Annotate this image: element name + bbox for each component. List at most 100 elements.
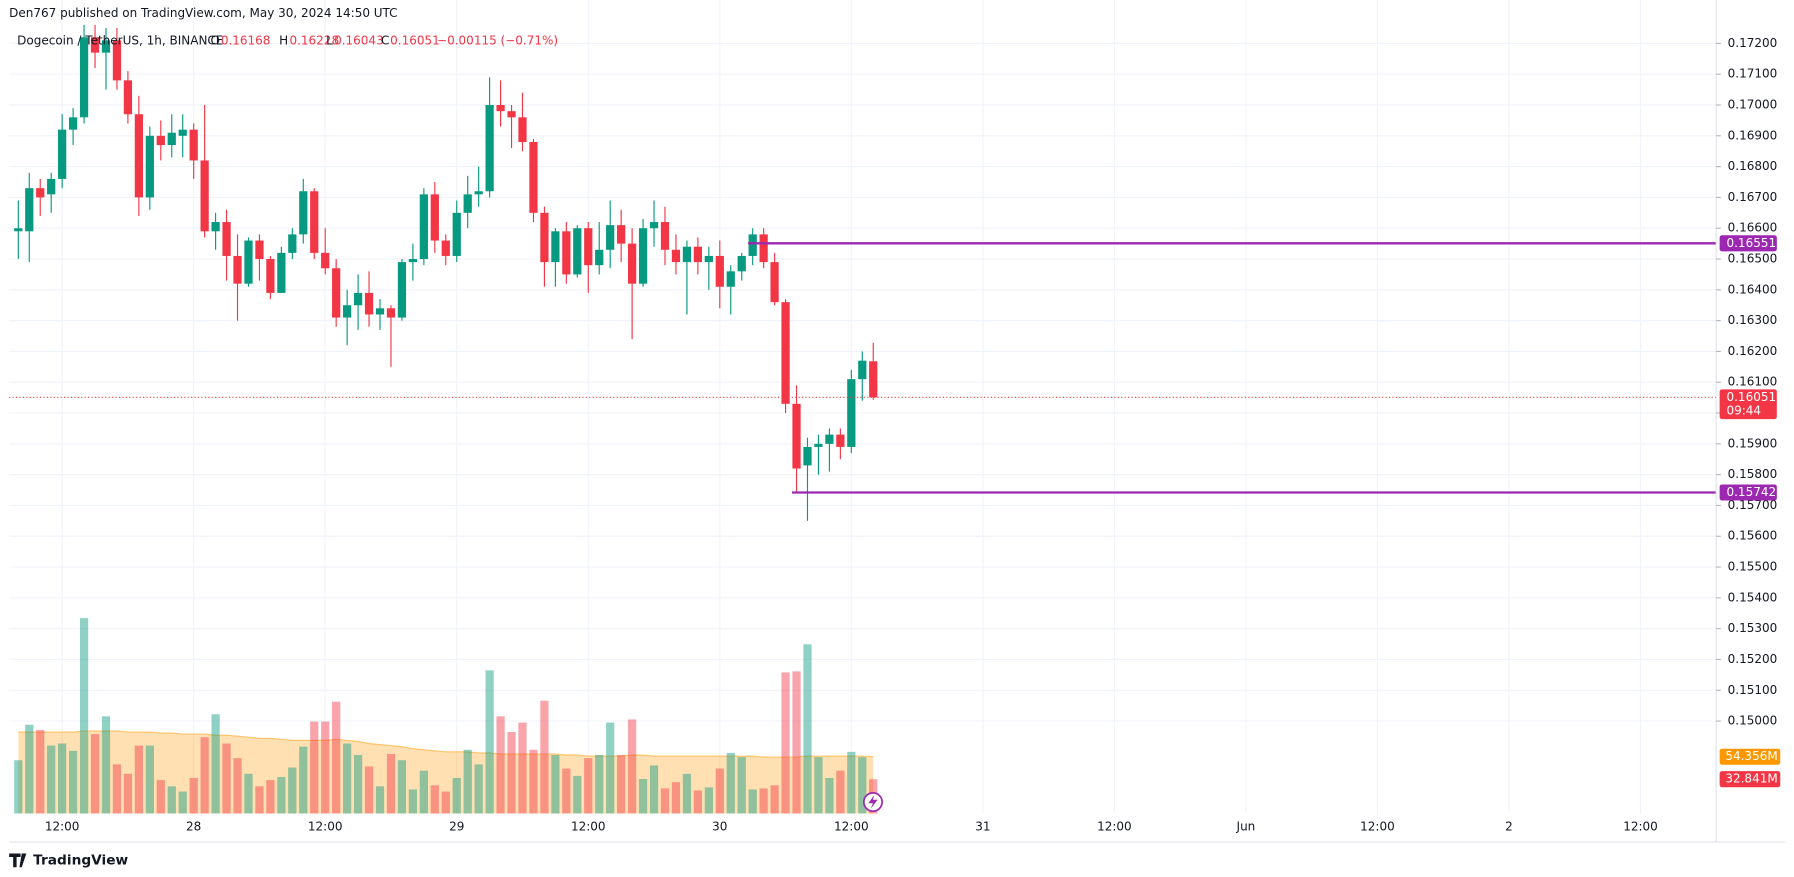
volume-bar	[606, 722, 615, 814]
logo-mark	[9, 853, 27, 868]
candle-body	[47, 178, 56, 195]
candle-body	[540, 212, 549, 263]
candle-body	[79, 37, 89, 118]
volume-tag	[1719, 771, 1781, 788]
volume-bar	[781, 672, 790, 814]
candle-body	[704, 255, 713, 263]
volume-bar	[211, 714, 220, 814]
legend-open: 0.16168	[221, 34, 271, 48]
legend-l: L	[326, 34, 333, 48]
volume-bar	[693, 790, 702, 814]
volume-bar	[430, 785, 439, 814]
candle-body	[858, 360, 867, 380]
candle-body	[299, 191, 308, 235]
candle-body	[770, 262, 779, 303]
y-tick-label: 0.16300	[1728, 313, 1778, 327]
volume-bar	[792, 671, 801, 814]
candle-body	[649, 222, 659, 229]
current-price-tag	[1719, 389, 1777, 420]
y-tick-label: 0.16500	[1728, 252, 1778, 266]
legend-high: 0.16228	[289, 34, 339, 48]
candle-body	[671, 249, 681, 263]
volume-bar	[529, 749, 538, 814]
lightning-glyph	[868, 795, 878, 809]
legend-close: 0.16051	[390, 34, 440, 48]
y-tick-label: 0.15800	[1728, 467, 1778, 481]
candle-body	[474, 191, 483, 195]
candle-body	[134, 114, 143, 198]
volume-bar	[836, 770, 845, 814]
candle-body	[408, 259, 418, 263]
volume-bar	[123, 773, 133, 814]
volume-bar	[595, 754, 604, 814]
y-tick-label: 0.15600	[1728, 529, 1778, 543]
volume-bar	[584, 758, 593, 814]
volume-bar	[726, 752, 735, 814]
y-tick-label: 0.16600	[1728, 221, 1778, 235]
candle-body	[748, 234, 757, 256]
candle-body	[266, 259, 275, 293]
y-tick-label: 0.15200	[1728, 652, 1778, 666]
candle-body	[792, 403, 801, 469]
candle-body	[562, 231, 571, 275]
x-tick-label: 12:00	[308, 820, 343, 834]
y-tick-label: 0.17200	[1728, 36, 1778, 50]
volume-bar	[540, 700, 549, 814]
volume-bar	[704, 787, 713, 814]
volume-bar	[364, 766, 374, 814]
volume-bar	[715, 768, 724, 814]
volume-bar	[36, 729, 45, 814]
y-tick-label: 0.15300	[1728, 621, 1778, 635]
volume-bar	[299, 746, 308, 814]
candle-body	[58, 129, 67, 179]
candle-body	[419, 194, 428, 260]
y-tick-label: 0.15900	[1728, 436, 1778, 450]
candle-body	[277, 252, 286, 293]
volume-bar	[332, 701, 341, 814]
level-label: 0.16551	[1726, 236, 1776, 250]
candle-body	[573, 228, 582, 275]
volume-bar	[562, 768, 571, 814]
volume-bar	[441, 791, 450, 814]
candle-body	[178, 129, 187, 136]
volume-bar	[737, 757, 746, 814]
volume-bar	[660, 788, 670, 814]
candle-body	[255, 240, 264, 260]
candle-body	[36, 188, 45, 198]
volume-bar	[814, 757, 823, 814]
legend-title: Dogecoin / TetherUS, 1h, BINANCE	[17, 34, 223, 48]
candle-body	[485, 105, 494, 192]
volume-bar	[310, 721, 319, 814]
candle-body	[167, 132, 176, 146]
x-tick-label: 12:00	[571, 820, 606, 834]
footer-logo: TradingView	[33, 852, 128, 868]
volume-bar	[343, 743, 352, 814]
volume-bar	[397, 760, 407, 814]
volume-bar	[375, 786, 385, 814]
candle-body	[222, 222, 231, 256]
volume-bar	[178, 791, 187, 814]
candle-body	[803, 446, 812, 466]
volume-bar	[47, 745, 56, 814]
candle-body	[156, 135, 165, 146]
candle-body	[68, 117, 78, 130]
volume-bar	[847, 751, 856, 814]
candle-body	[386, 308, 396, 318]
candle-body	[617, 225, 626, 244]
volume-ma-line	[18, 730, 874, 758]
volume-bar	[748, 789, 757, 814]
header: Den767 published on TradingView.com, May…	[9, 6, 397, 20]
y-tick-label: 0.16400	[1728, 282, 1778, 296]
volume-pane	[14, 618, 878, 814]
candle-body	[200, 160, 209, 232]
volume-bar	[145, 745, 154, 814]
candle-body	[101, 40, 111, 53]
volume-bar	[68, 750, 78, 814]
volume-bar	[14, 760, 23, 814]
x-tick-label: 2	[1505, 820, 1513, 834]
legend-h: H	[279, 34, 288, 48]
volume-bar	[58, 743, 67, 814]
candle-body	[452, 212, 461, 256]
x-tick-label: 12:00	[1623, 820, 1658, 834]
candle-body	[715, 255, 724, 287]
